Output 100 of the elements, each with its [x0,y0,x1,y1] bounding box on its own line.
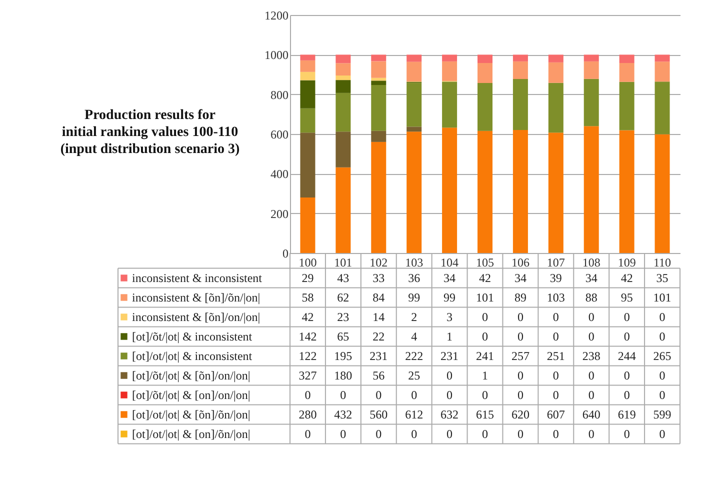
data-label: 0 [659,330,666,344]
data-label: 632 [440,408,459,422]
data-label: 89 [514,290,526,304]
y-tick-label: 200 [270,206,288,221]
data-label: 34 [514,271,526,285]
data-label: 25 [408,368,420,382]
data-label: 0 [624,427,630,441]
data-label: 241 [476,349,494,363]
data-label: 180 [334,368,352,382]
data-label: 612 [405,408,424,422]
data-label: 0 [588,368,594,382]
data-label: 0 [340,427,346,441]
data-label: 101 [653,290,672,304]
data-label: 607 [546,408,565,422]
data-label: 0 [659,427,666,441]
data-label: 4 [411,330,418,344]
data-label: 84 [372,290,385,304]
data-label: 620 [511,408,530,422]
data-label: 95 [620,290,633,304]
data-label: 0 [446,368,453,382]
data-label: 42 [479,271,491,285]
y-tick-label: 0 [282,246,288,260]
data-label: 0 [588,427,594,441]
data-label: 0 [340,388,346,402]
data-label: 0 [304,427,311,441]
legend-label: [ot]/ot/|ot| & [on]/õn/|on| [132,427,250,441]
legend-label: inconsistent & [õn]/on/|on| [132,310,260,324]
x-tick-label: 103 [405,256,424,270]
data-label: 23 [337,310,350,324]
data-label: 640 [582,408,600,422]
data-label: 14 [372,310,385,324]
data-label: 0 [552,388,559,402]
data-label: 0 [624,368,630,382]
data-label: 222 [405,349,424,363]
legend-label: inconsistent & inconsistent [132,271,263,285]
data-label: 0 [482,427,488,441]
data-label: 0 [624,330,630,344]
data-label: 101 [476,290,494,304]
data-label: 0 [517,330,524,344]
data-label: 0 [304,388,311,402]
y-tick-label: 600 [270,128,288,142]
data-label: 99 [408,290,420,304]
x-tick-label: 100 [298,256,317,270]
data-label: 0 [659,368,666,382]
data-label: 0 [588,388,594,402]
data-label: 0 [376,388,382,402]
data-label: 0 [517,368,524,382]
x-tick-label: 110 [653,256,672,270]
data-label: 1 [482,368,488,382]
legend-label: [ot]/ot/|ot| & [õn]/õn/|on| [132,408,250,422]
data-label: 42 [302,310,314,324]
data-label: 36 [408,271,420,285]
data-label: 0 [517,427,524,441]
data-label: 0 [411,427,418,441]
x-tick-label: 106 [511,256,530,270]
data-label: 0 [624,388,630,402]
data-label: 257 [511,349,530,363]
data-label: 0 [376,427,382,441]
data-label: 327 [298,368,317,382]
data-label: 29 [302,271,314,285]
data-label: 0 [659,388,666,402]
data-label: 560 [370,408,388,422]
data-label: 0 [552,330,559,344]
x-tick-label: 102 [370,256,388,270]
legend-label: [ot]/õt/|ot| & [õn]/on/|on| [132,368,250,382]
legend-label: [ot]/õt/|ot| & [on]/on/|on| [132,388,250,402]
data-label: 2 [411,310,418,324]
data-label: 0 [411,388,418,402]
data-label: 3 [446,310,453,324]
data-label: 0 [446,427,453,441]
data-label: 0 [552,427,559,441]
x-tick-label: 109 [618,256,636,270]
data-label: 34 [444,271,456,285]
data-label: 280 [298,408,317,422]
data-label: 195 [334,349,352,363]
data-label: 39 [550,271,562,285]
x-tick-label: 107 [546,256,565,270]
data-label: 58 [302,290,314,304]
data-label: 34 [585,271,598,285]
text: Production results for initial ranking values 100-110 (input distribution scenario 3) [60,108,240,157]
data-label: 35 [656,271,668,285]
legend-label: inconsistent & [õn]/õn/|on| [132,290,260,304]
data-label: 43 [337,271,350,285]
data-label: 619 [618,408,636,422]
data-label: 0 [552,310,559,324]
data-label: 0 [517,310,524,324]
data-label: 432 [334,408,352,422]
data-label: 0 [482,388,488,402]
x-tick-label: 105 [476,256,494,270]
data-label: 0 [588,310,594,324]
data-label: 231 [440,349,459,363]
data-label: 122 [298,349,317,363]
data-label: 42 [620,271,633,285]
data-label: 103 [546,290,565,304]
data-label: 599 [653,408,672,422]
data-label: 0 [446,388,453,402]
data-label: 56 [372,368,385,382]
data-label: 22 [372,330,385,344]
data-label: 0 [659,310,666,324]
x-tick-label: 101 [334,256,352,270]
